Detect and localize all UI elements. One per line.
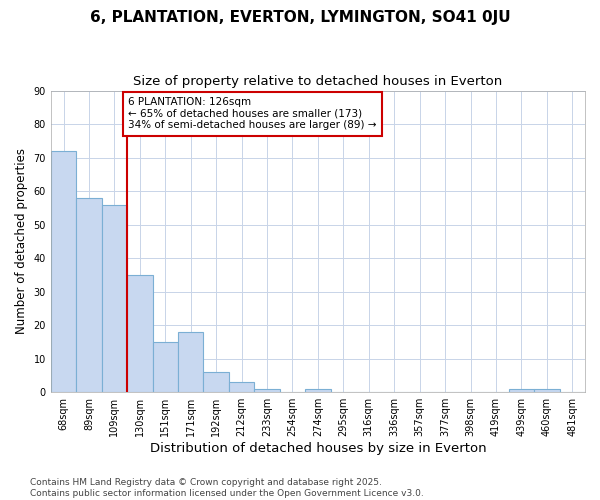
Y-axis label: Number of detached properties: Number of detached properties — [15, 148, 28, 334]
Bar — [101, 204, 127, 392]
Bar — [203, 372, 229, 392]
Title: Size of property relative to detached houses in Everton: Size of property relative to detached ho… — [133, 75, 503, 88]
Bar — [76, 198, 101, 392]
Text: 6 PLANTATION: 126sqm
← 65% of detached houses are smaller (173)
34% of semi-deta: 6 PLANTATION: 126sqm ← 65% of detached h… — [128, 98, 377, 130]
Bar — [152, 342, 178, 392]
Bar — [178, 332, 203, 392]
Bar — [534, 389, 560, 392]
Bar — [305, 389, 331, 392]
Bar — [254, 389, 280, 392]
X-axis label: Distribution of detached houses by size in Everton: Distribution of detached houses by size … — [149, 442, 486, 455]
Bar — [51, 151, 76, 392]
Text: Contains HM Land Registry data © Crown copyright and database right 2025.
Contai: Contains HM Land Registry data © Crown c… — [30, 478, 424, 498]
Bar — [509, 389, 534, 392]
Bar — [127, 275, 152, 392]
Bar — [229, 382, 254, 392]
Text: 6, PLANTATION, EVERTON, LYMINGTON, SO41 0JU: 6, PLANTATION, EVERTON, LYMINGTON, SO41 … — [89, 10, 511, 25]
